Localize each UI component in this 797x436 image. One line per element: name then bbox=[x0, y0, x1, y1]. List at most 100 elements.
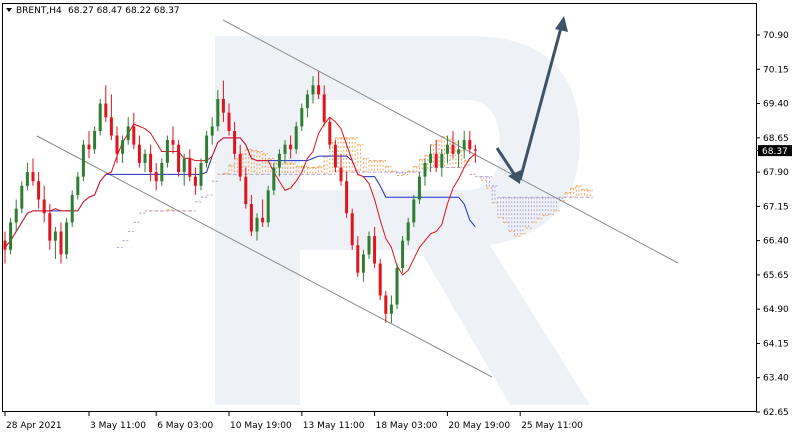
y-tick-label: 63.40 bbox=[763, 374, 789, 384]
candle-body bbox=[109, 117, 113, 136]
candle-body bbox=[272, 167, 276, 191]
x-tick-label: 6 May 03:00 bbox=[157, 421, 213, 431]
candle-body bbox=[48, 213, 52, 241]
candle-body bbox=[171, 140, 175, 145]
candle-body bbox=[412, 199, 416, 223]
y-tick-label: 62.65 bbox=[763, 408, 789, 418]
candle-body bbox=[137, 144, 141, 163]
candle-body bbox=[98, 103, 102, 131]
candle-body bbox=[20, 185, 24, 209]
candle-body bbox=[205, 135, 209, 163]
y-tick-label: 66.40 bbox=[763, 237, 789, 247]
x-tick-label: 18 May 03:00 bbox=[376, 421, 438, 431]
forecast-arrows bbox=[495, 16, 568, 184]
candle-body bbox=[249, 204, 253, 232]
watermark-logo bbox=[215, 36, 590, 405]
candle-body bbox=[132, 126, 136, 145]
y-axis: 70.90 70.15 69.40 68.65 67.90 67.15 66.40 65.65… bbox=[756, 31, 789, 418]
candle-body bbox=[473, 149, 477, 151]
y-tick-label: 68.65 bbox=[763, 134, 789, 144]
candle-body bbox=[384, 295, 388, 314]
candle-body bbox=[395, 268, 399, 305]
candles bbox=[3, 71, 477, 323]
candle-body bbox=[261, 217, 265, 223]
y-tick-label: 70.90 bbox=[763, 31, 789, 41]
candle-body bbox=[378, 263, 382, 296]
candle-body bbox=[70, 194, 74, 223]
candle-body bbox=[42, 199, 46, 214]
x-tick-label: 20 May 19:00 bbox=[448, 421, 510, 431]
candle-body bbox=[143, 153, 147, 163]
candle-body bbox=[468, 140, 472, 150]
candle-body bbox=[434, 153, 438, 168]
candle-body bbox=[367, 236, 371, 255]
x-axis: 28 Apr 2021 3 May 11:00 6 May 03:00 10 May … bbox=[4, 412, 583, 431]
candle-body bbox=[216, 98, 220, 127]
x-tick-label: 13 May 11:00 bbox=[303, 421, 365, 431]
channel-upper-line bbox=[222, 19, 679, 264]
candle-body bbox=[277, 153, 281, 168]
x-tick-label: 10 May 19:00 bbox=[230, 421, 292, 431]
ohlc-values: 68.27 68.47 68.22 68.37 bbox=[68, 6, 180, 16]
candle-body bbox=[31, 172, 35, 182]
candle-body bbox=[445, 144, 449, 154]
y-tick-label: 70.15 bbox=[763, 65, 789, 75]
candle-body bbox=[154, 172, 158, 182]
candle-body bbox=[322, 94, 326, 122]
candle-body bbox=[373, 236, 377, 264]
candle-body bbox=[210, 126, 214, 136]
forecast-up-arrowhead bbox=[555, 16, 568, 32]
chart-header: BRENT,H4 68.27 68.47 68.22 68.37 bbox=[6, 6, 180, 16]
candle-body bbox=[451, 144, 455, 154]
forecast-down-arrowhead bbox=[508, 170, 521, 184]
symbol-label: BRENT,H4 bbox=[16, 6, 62, 16]
candle-body bbox=[115, 135, 119, 154]
candle-body bbox=[429, 153, 433, 163]
candle-body bbox=[199, 162, 203, 186]
candle-body bbox=[93, 130, 97, 150]
candle-body bbox=[238, 153, 242, 177]
candle-body bbox=[149, 153, 153, 173]
x-tick-label: 28 Apr 2021 bbox=[6, 421, 62, 431]
candle-body bbox=[255, 217, 259, 232]
candle-body bbox=[457, 149, 461, 154]
candle-body bbox=[462, 140, 466, 150]
candle-body bbox=[126, 126, 130, 141]
candle-body bbox=[423, 162, 427, 177]
candle-body bbox=[294, 126, 298, 150]
forecast-up-arrow bbox=[518, 23, 564, 181]
candle-body bbox=[14, 208, 18, 223]
candle-body bbox=[283, 144, 287, 154]
candle-body bbox=[37, 181, 41, 200]
candle-body bbox=[350, 213, 354, 246]
candle-body bbox=[121, 140, 125, 154]
x-tick-label: 25 May 11:00 bbox=[521, 421, 583, 431]
candle-body bbox=[289, 144, 293, 150]
candle-body bbox=[345, 181, 349, 214]
candle-body bbox=[311, 85, 315, 95]
candle-body bbox=[389, 304, 393, 314]
candle-body bbox=[53, 231, 57, 241]
channel-lower-line bbox=[36, 135, 493, 378]
candle-body bbox=[81, 144, 85, 177]
candle-body bbox=[233, 130, 237, 154]
candle-body bbox=[177, 144, 181, 173]
candle-body bbox=[328, 121, 332, 145]
current-price-label: 68.37 bbox=[762, 147, 788, 157]
candle-body bbox=[305, 94, 309, 109]
candle-body bbox=[339, 167, 343, 182]
current-price-marker: 68.37 bbox=[756, 145, 792, 157]
y-tick-label: 67.15 bbox=[763, 202, 789, 212]
triangle-down-icon[interactable] bbox=[6, 8, 12, 12]
current-price-box bbox=[758, 145, 792, 157]
trend-channel bbox=[36, 19, 679, 378]
candle-body bbox=[160, 162, 164, 182]
candle-body bbox=[65, 222, 69, 255]
candle-body bbox=[361, 254, 365, 273]
candle-body bbox=[333, 144, 337, 168]
candle-body bbox=[266, 190, 270, 223]
candle-body bbox=[76, 176, 80, 195]
candle-body bbox=[406, 222, 410, 241]
candle-body bbox=[356, 245, 360, 273]
